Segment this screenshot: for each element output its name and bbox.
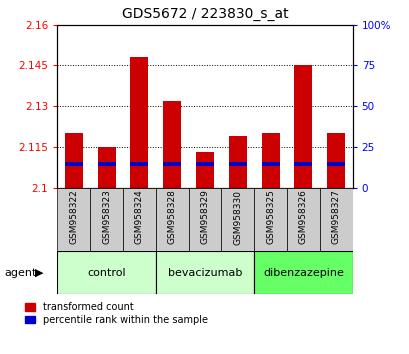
Bar <box>123 188 155 251</box>
Bar <box>196 152 213 188</box>
Bar <box>286 188 319 251</box>
Bar <box>65 162 83 166</box>
Bar <box>294 162 312 166</box>
Text: dibenzazepine: dibenzazepine <box>262 268 343 278</box>
Bar <box>294 65 312 188</box>
Bar <box>261 133 279 188</box>
Bar <box>65 133 83 188</box>
Text: ▶: ▶ <box>35 268 43 278</box>
Text: control: control <box>87 268 126 278</box>
Bar <box>163 162 181 166</box>
Bar <box>155 188 188 251</box>
Text: GSM958325: GSM958325 <box>265 189 274 244</box>
Bar <box>196 162 213 166</box>
Text: GSM958323: GSM958323 <box>102 189 111 244</box>
Bar <box>130 57 148 188</box>
Bar <box>97 147 115 188</box>
Bar <box>228 162 246 166</box>
Bar <box>254 251 352 294</box>
Text: GSM958327: GSM958327 <box>331 189 340 244</box>
Text: GDS5672 / 223830_s_at: GDS5672 / 223830_s_at <box>121 7 288 21</box>
Bar <box>130 162 148 166</box>
Bar <box>228 136 246 188</box>
Text: agent: agent <box>4 268 36 278</box>
Bar <box>163 101 181 188</box>
Bar <box>188 188 221 251</box>
Bar <box>326 133 344 188</box>
Text: GSM958330: GSM958330 <box>233 189 242 245</box>
Legend: transformed count, percentile rank within the sample: transformed count, percentile rank withi… <box>25 302 207 325</box>
Bar <box>57 188 90 251</box>
Text: GSM958322: GSM958322 <box>69 189 78 244</box>
Bar <box>326 162 344 166</box>
Text: GSM958328: GSM958328 <box>167 189 176 244</box>
Text: bevacizumab: bevacizumab <box>167 268 242 278</box>
Bar <box>261 162 279 166</box>
Bar <box>57 251 155 294</box>
Bar <box>155 251 254 294</box>
Bar <box>221 188 254 251</box>
Bar <box>97 162 115 166</box>
Bar <box>319 188 352 251</box>
Text: GSM958324: GSM958324 <box>135 189 144 244</box>
Bar <box>254 188 286 251</box>
Bar <box>90 188 123 251</box>
Text: GSM958326: GSM958326 <box>298 189 307 244</box>
Text: GSM958329: GSM958329 <box>200 189 209 244</box>
